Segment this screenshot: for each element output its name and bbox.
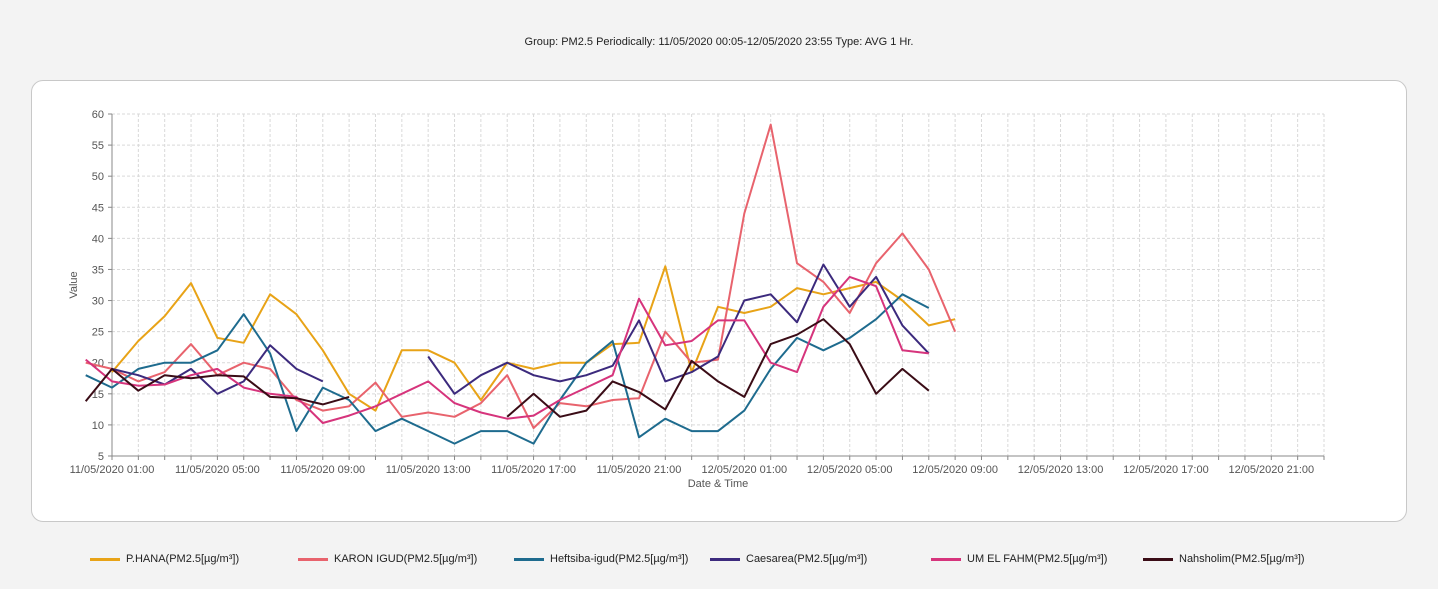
- legend-swatch: [710, 557, 740, 561]
- x-tick-label: 12/05/2020 01:00: [702, 464, 788, 476]
- series-line-3: [427, 263, 930, 395]
- legend-label: UM EL FAHM(PM2.5[µg/m³]): [967, 553, 1108, 565]
- legend-item[interactable]: Nahsholim(PM2.5[µg/m³]): [1143, 549, 1305, 569]
- x-tick-label: 11/05/2020 21:00: [597, 464, 682, 476]
- legend-label: Caesarea(PM2.5[µg/m³]): [746, 553, 868, 565]
- legend-label: Heftsiba-igud(PM2.5[µg/m³]): [550, 553, 689, 565]
- series-line-5: [84, 367, 350, 406]
- y-tick-label: 40: [92, 233, 104, 245]
- x-tick-label: 11/05/2020 05:00: [175, 464, 260, 476]
- y-tick-label: 30: [92, 296, 104, 308]
- series-line-2: [85, 293, 930, 445]
- series-line-1: [85, 123, 957, 429]
- chart-panel: 5 10 15 20 25 30 35 40 45 50 55 60 11/05/2020 01:00 1…: [31, 80, 1407, 522]
- legend-swatch: [931, 557, 961, 561]
- legend-item[interactable]: P.HANA(PM2.5[µg/m³]): [90, 549, 239, 569]
- legend-item[interactable]: Caesarea(PM2.5[µg/m³]): [710, 549, 867, 569]
- y-tick-label: 10: [92, 420, 104, 432]
- legend-swatch: [90, 557, 120, 561]
- legend-label: Nahsholim(PM2.5[µg/m³]): [1179, 553, 1305, 565]
- legend-item[interactable]: Heftsiba-igud(PM2.5[µg/m³]): [514, 549, 688, 569]
- series-line-3: [111, 344, 324, 395]
- x-axis-title: Date & Time: [688, 478, 749, 490]
- y-tick-label: 50: [92, 171, 104, 183]
- legend-swatch: [514, 557, 544, 561]
- x-tick-label: 12/05/2020 05:00: [807, 464, 893, 476]
- series-line-5: [506, 318, 930, 418]
- y-tick-label: 35: [92, 264, 104, 276]
- x-tick-label: 11/05/2020 17:00: [491, 464, 576, 476]
- legend-swatch: [1143, 557, 1173, 561]
- x-tick-label: 11/05/2020 13:00: [386, 464, 471, 476]
- y-tick-label: 15: [92, 389, 104, 401]
- legend-swatch: [298, 557, 328, 561]
- legend-label: P.HANA(PM2.5[µg/m³]): [126, 553, 240, 565]
- y-tick-label: 60: [92, 109, 104, 121]
- y-tick-label: 25: [92, 327, 104, 339]
- legend-item[interactable]: KARON IGUD(PM2.5[µg/m³]): [298, 549, 477, 569]
- x-tick-label: 11/05/2020 09:00: [280, 464, 365, 476]
- legend-item[interactable]: UM EL FAHM(PM2.5[µg/m³]): [931, 549, 1107, 569]
- y-tick-label: 55: [92, 140, 104, 152]
- y-tick-label: 5: [98, 451, 104, 463]
- legend-label: KARON IGUD(PM2.5[µg/m³]): [334, 553, 478, 565]
- x-tick-label: 12/05/2020 09:00: [912, 464, 998, 476]
- x-tick-label: 12/05/2020 13:00: [1018, 464, 1104, 476]
- x-tick-label: 12/05/2020 17:00: [1123, 464, 1209, 476]
- chart-legend: P.HANA(PM2.5[µg/m³]) KARON IGUD(PM2.5[µg/…: [0, 549, 1438, 571]
- x-tick-label: 12/05/2020 21:00: [1228, 464, 1314, 476]
- y-axis-title: Value: [68, 271, 80, 298]
- chart-title: Group: PM2.5 Periodically: 11/05/2020 00…: [524, 36, 914, 48]
- y-tick-label: 45: [92, 202, 104, 214]
- x-tick-label: 11/05/2020 01:00: [70, 464, 155, 476]
